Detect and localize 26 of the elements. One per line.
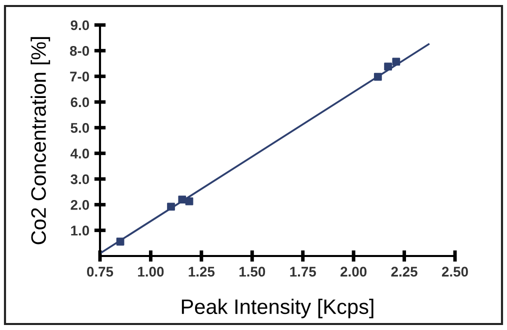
y-tick-label: 3.0 (70, 174, 90, 184)
y-tick-label: 1.0 (71, 226, 90, 236)
x-tick-label: 0.75 (87, 266, 114, 277)
x-tick-label: 2.25 (391, 266, 418, 277)
y-tick-label: 6.0 (70, 97, 90, 108)
x-tick-label: 2.50 (442, 266, 468, 277)
y-tick-label: 9.0 (70, 20, 90, 30)
y-tick-label: 4.0 (70, 148, 90, 159)
x-tick-label: 1.25 (188, 266, 215, 277)
x-tick-label: 1.75 (290, 266, 316, 277)
y-tick-label: 8-0 (70, 46, 90, 56)
x-tick-label: 1.00 (138, 266, 164, 277)
x-tick-label: 1.50 (240, 266, 266, 277)
point (178, 196, 186, 204)
point (374, 72, 382, 81)
y-tick-label: 2.0 (70, 200, 90, 210)
point (116, 238, 124, 246)
point (167, 202, 175, 211)
y-tick-label: 5.0 (70, 123, 90, 133)
y-axis-title: Co2 Concentration [%] (30, 37, 50, 244)
x-axis-title: Peak Intensity [Kcps] (182, 298, 374, 318)
point (185, 197, 194, 206)
point (392, 58, 400, 66)
point (384, 62, 392, 71)
y-tick-label: 7-0 (70, 72, 90, 82)
x-tick-label: 2.00 (340, 266, 367, 277)
